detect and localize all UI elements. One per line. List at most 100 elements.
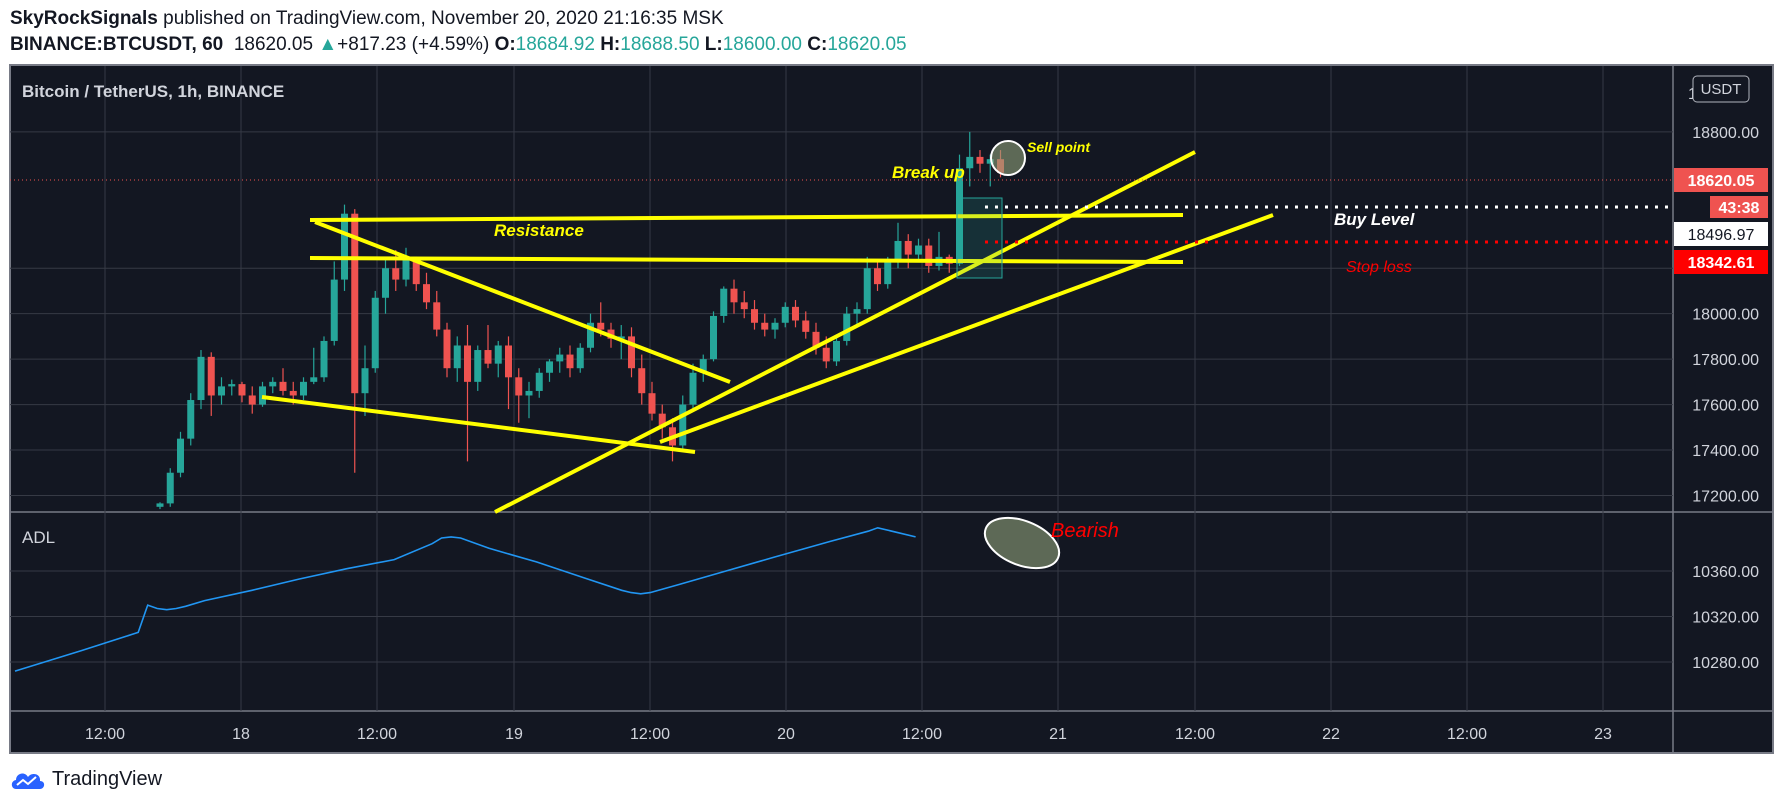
sell-point-marker bbox=[990, 140, 1026, 176]
candle bbox=[361, 345, 369, 416]
high-value: 18688.50 bbox=[620, 34, 700, 55]
candle-body bbox=[474, 350, 482, 382]
candle bbox=[638, 354, 646, 405]
candle-body bbox=[740, 302, 748, 310]
candle-body bbox=[351, 213, 359, 394]
candle bbox=[218, 377, 225, 405]
candle bbox=[269, 377, 277, 394]
footer: TradingView bbox=[10, 768, 162, 791]
candle bbox=[658, 404, 666, 439]
candle bbox=[535, 368, 543, 398]
price-axis-labels: 18620.05 43:38 18496.97 18342.61 USDT bbox=[1674, 75, 1768, 274]
candle-body bbox=[576, 347, 584, 369]
high-label: H: bbox=[600, 34, 621, 55]
tradingview-cloud-icon bbox=[11, 772, 45, 789]
candle-body bbox=[464, 345, 471, 382]
candle-body bbox=[833, 340, 840, 362]
countdown-tag bbox=[1710, 196, 1768, 218]
candle bbox=[802, 311, 810, 339]
candle-body bbox=[300, 381, 307, 396]
candle bbox=[812, 322, 820, 355]
price-change: +817.23 (+4.59%) bbox=[337, 34, 490, 55]
candle-body bbox=[525, 390, 533, 396]
candle-body bbox=[505, 345, 512, 378]
break-up-label: Break up bbox=[892, 163, 965, 182]
candle-body bbox=[443, 329, 451, 369]
candle bbox=[915, 238, 922, 262]
candle-body bbox=[556, 354, 564, 362]
candle bbox=[566, 345, 574, 378]
adl-title: ADL bbox=[22, 528, 55, 547]
candle bbox=[740, 290, 748, 319]
candle-body bbox=[966, 156, 974, 169]
candle bbox=[187, 393, 195, 446]
candle-body bbox=[751, 309, 758, 323]
author-name[interactable]: SkyRockSignals bbox=[10, 8, 158, 29]
candle-body bbox=[587, 322, 594, 348]
change-up-icon: ▲ bbox=[318, 34, 338, 55]
currency-label[interactable]: USDT bbox=[1701, 81, 1742, 98]
candle-body bbox=[658, 413, 666, 428]
currency-button[interactable] bbox=[1692, 75, 1750, 103]
candle bbox=[248, 386, 256, 414]
candle-body bbox=[453, 345, 461, 369]
footer-brand[interactable]: TradingView bbox=[52, 768, 163, 790]
candle-body bbox=[853, 309, 861, 314]
candle-body bbox=[792, 306, 799, 321]
candle-body bbox=[812, 331, 820, 348]
annotations: Resistance Break up Sell point Buy Level… bbox=[10, 139, 1673, 570]
candle-body bbox=[546, 361, 553, 373]
candle-body bbox=[156, 503, 164, 507]
candle-body bbox=[320, 340, 328, 378]
candle-body bbox=[843, 313, 851, 341]
x-tick-label: 23 bbox=[1594, 726, 1612, 743]
countdown-tag-text: 43:38 bbox=[1719, 200, 1760, 217]
candle bbox=[761, 313, 769, 337]
x-tick-label: 12:00 bbox=[1447, 726, 1487, 743]
candle bbox=[720, 286, 728, 323]
candle-body bbox=[279, 381, 287, 391]
symbol-label: BINANCE:BTCUSDT, 60 bbox=[10, 34, 224, 55]
candle-body bbox=[228, 384, 236, 387]
candle bbox=[771, 318, 779, 339]
candle-body bbox=[710, 315, 717, 360]
candle bbox=[833, 336, 840, 366]
candle bbox=[556, 347, 564, 373]
candle-body bbox=[976, 156, 984, 164]
open-label: O: bbox=[494, 34, 516, 55]
x-tick-label: 12:00 bbox=[630, 726, 670, 743]
candle-body bbox=[269, 381, 277, 387]
candle-body bbox=[494, 345, 502, 364]
candle bbox=[320, 336, 328, 382]
y-tick-label: 17800.00 bbox=[1692, 352, 1759, 369]
candle-body bbox=[535, 372, 543, 391]
candle-body bbox=[392, 268, 400, 280]
candle-body bbox=[986, 159, 994, 164]
resistance-line-upper bbox=[309, 213, 1184, 222]
y-tick-label: 17400.00 bbox=[1692, 443, 1759, 460]
candle-body bbox=[187, 400, 195, 439]
candle-body bbox=[166, 472, 174, 504]
candle-body bbox=[802, 320, 810, 332]
header-line-1: SkyRockSignals published on TradingView.… bbox=[10, 6, 1770, 32]
candle-body bbox=[382, 268, 389, 298]
candle bbox=[402, 247, 410, 287]
candle bbox=[525, 381, 533, 419]
candle bbox=[484, 325, 492, 369]
candle bbox=[382, 256, 389, 314]
candle-body bbox=[310, 377, 318, 382]
publish-info: published on TradingView.com, November 2… bbox=[163, 8, 724, 29]
chart-title: Bitcoin / TetherUS, 1h, BINANCE bbox=[22, 82, 284, 101]
candle bbox=[279, 368, 287, 396]
candle-body bbox=[648, 393, 656, 414]
candle-body bbox=[915, 245, 922, 255]
candle bbox=[587, 313, 594, 353]
steep-support-line bbox=[494, 150, 1196, 514]
candle-body bbox=[863, 268, 871, 310]
candle bbox=[464, 325, 471, 462]
chart-panel bbox=[9, 64, 1774, 754]
stop-loss-tag-text: 18342.61 bbox=[1688, 255, 1755, 272]
resistance-label: Resistance bbox=[494, 221, 584, 240]
candle-body bbox=[925, 245, 933, 266]
